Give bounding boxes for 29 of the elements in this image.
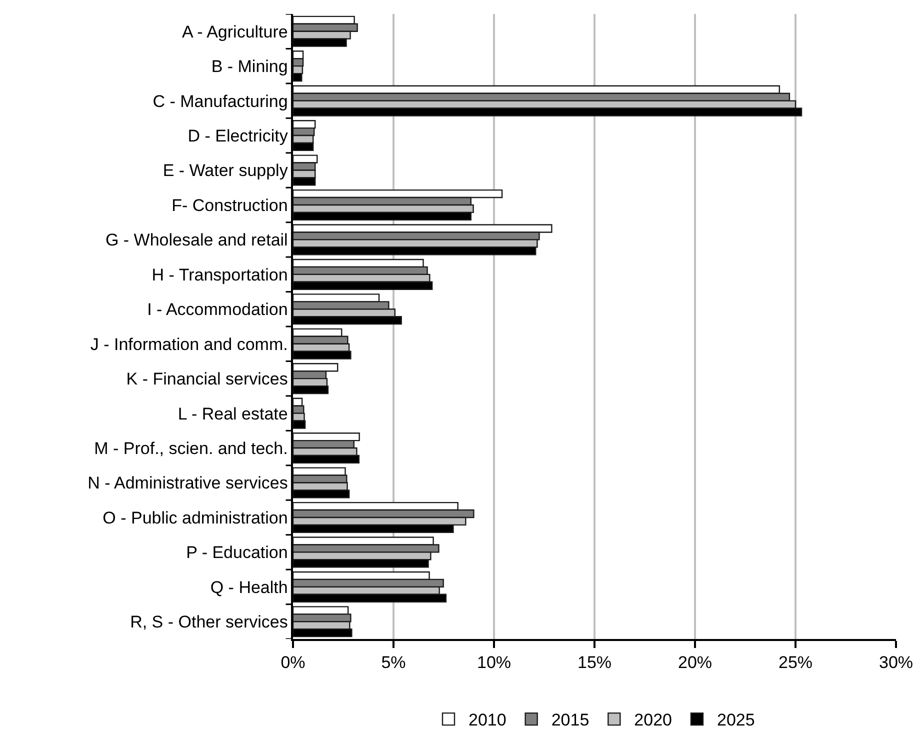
y-tick-label: K - Financial services: [126, 370, 288, 389]
y-tick-label: C - Manufacturing: [152, 92, 288, 111]
legend-label: 2025: [716, 710, 755, 730]
x-tick-label: 20%: [678, 653, 712, 672]
y-tick-label: Q - Health: [210, 578, 288, 597]
y-tick-label: J - Information and comm.: [90, 334, 288, 354]
legend-label: 2010: [468, 710, 506, 730]
x-tick-label: 30%: [878, 653, 914, 672]
y-tick-label: F- Construction: [172, 196, 288, 215]
legend-label: 2015: [551, 710, 590, 730]
y-tick-label: E - Water supply: [162, 161, 288, 180]
y-tick-label: N - Administrative services: [88, 474, 288, 493]
y-tick-label: I - Accommodation: [147, 300, 288, 320]
y-tick-label: L - Real estate: [178, 404, 288, 424]
x-tick-label: 10%: [476, 653, 512, 672]
x-tick-label: 5%: [381, 653, 406, 672]
legend-label: 2020: [634, 710, 672, 730]
x-tick-label: 15%: [577, 653, 612, 672]
y-tick-label: H - Transportation: [152, 265, 288, 284]
x-tick-label: 0%: [280, 653, 306, 672]
y-tick-label: A - Agriculture: [182, 22, 288, 42]
y-tick-label: O - Public administration: [102, 508, 288, 528]
y-tick-label: P - Education: [186, 543, 288, 562]
x-tick-label: 25%: [778, 653, 813, 672]
y-tick-label: B - Mining: [211, 57, 288, 76]
y-tick-label: R, S - Other services: [130, 612, 288, 632]
y-tick-label: M - Prof., scien. and tech.: [94, 438, 288, 458]
y-tick-label: G - Wholesale and retail: [105, 230, 288, 250]
y-tick-label: D - Electricity: [188, 126, 288, 146]
